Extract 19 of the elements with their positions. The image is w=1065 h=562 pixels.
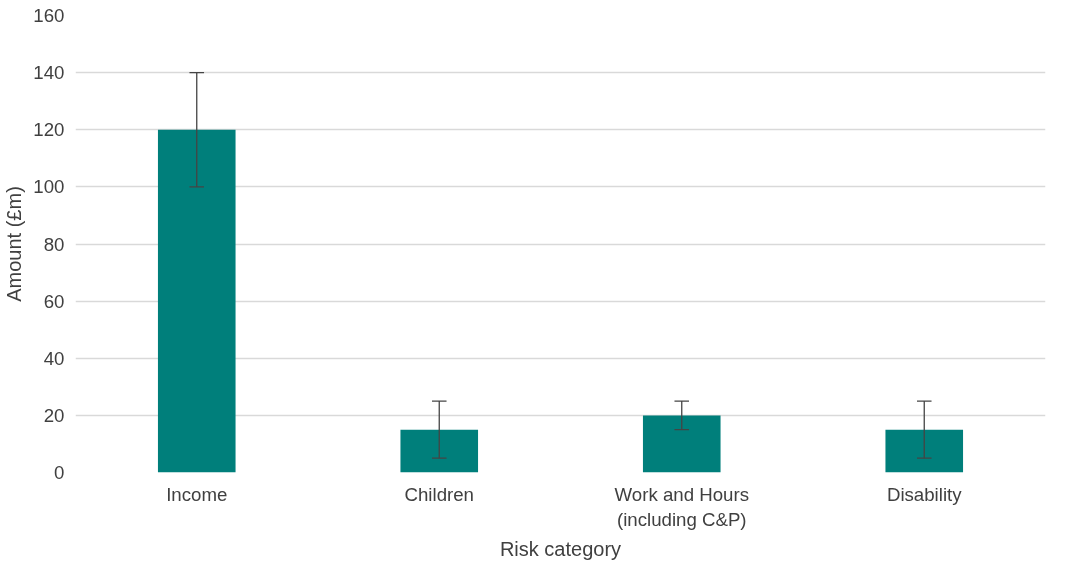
x-tick-label: Children [404,483,474,505]
y-tick-label: 0 [54,462,65,483]
bar [642,415,721,473]
y-tick-label: 120 [33,119,65,141]
bar [400,429,479,473]
x-tick-label: Income [166,483,228,505]
y-axis-title: Amount (£m) [3,186,26,302]
y-tick-label: 60 [43,290,65,312]
x-axis-title: Risk category [499,537,622,560]
bar [885,429,964,473]
y-tick-label: 100 [33,176,65,198]
y-tick-label: 160 [33,5,65,26]
y-tick-label: 140 [33,62,65,84]
x-tick-label: Disability [886,483,963,505]
y-tick-label: 80 [43,233,65,255]
bar [157,129,236,473]
x-tick-label: Work and Hours (including C&P) [614,483,749,530]
y-tick-label: 20 [43,404,65,426]
y-tick-label: 40 [43,347,65,369]
